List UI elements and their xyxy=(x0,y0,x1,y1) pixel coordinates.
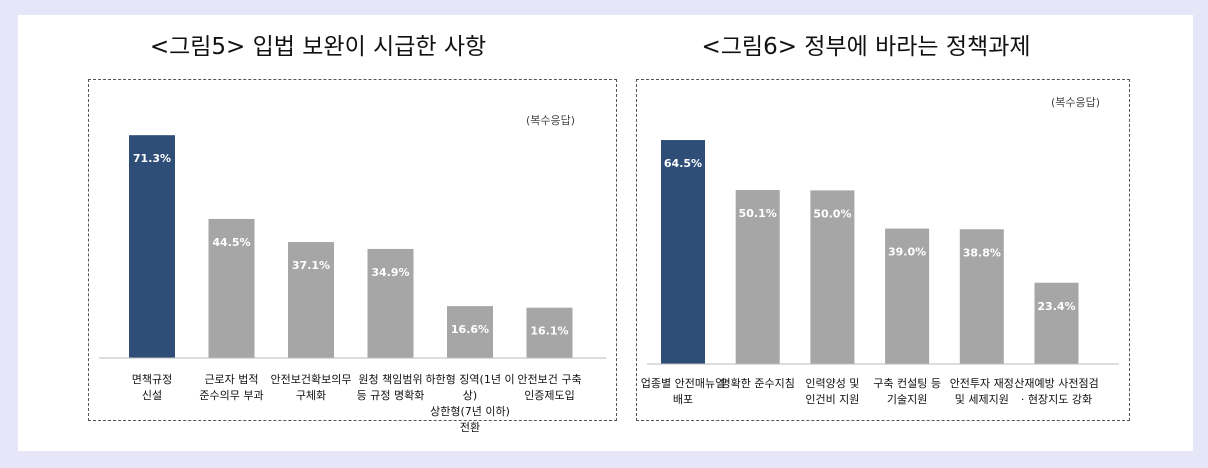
bar-value-label: 71.3% xyxy=(133,152,171,165)
chart-box-1: (복수응답) 71.3% 44.5% 37.1% 34.9% 16.6% 16.1% 면책… xyxy=(88,79,617,434)
bar-value-label: 50.0% xyxy=(813,207,851,220)
category-label: 인력양성 및 인건비 지원 xyxy=(805,377,860,406)
category-label: 안전보건 구축 인증제도입 xyxy=(517,373,582,402)
bar-value-label: 64.5% xyxy=(664,157,702,170)
bar-value-label: 44.5% xyxy=(212,236,250,249)
category-label: 근로자 법적 준수의무 부과 xyxy=(199,373,264,402)
bar-chart-2: 64.5% 50.1% 50.0% 39.0% 38.8% 23.4% xyxy=(647,140,1119,365)
bar-5 xyxy=(959,229,1004,364)
category-label: 구축 컨설팅 등 기술지원 xyxy=(873,377,941,406)
bar-2 xyxy=(208,218,255,358)
category-label: 업종별 안전매뉴얼 배포 xyxy=(640,377,726,406)
bar-5 xyxy=(447,306,493,358)
bar-6 xyxy=(1034,282,1079,364)
bar-2 xyxy=(735,190,780,364)
chart-box-2: (복수응답) 64.5% 50.1% 50.0% 39.0% 38.8% 23.4% 업종… xyxy=(636,79,1130,421)
category-label: 안전투자 재정 및 세제지원 xyxy=(949,377,1014,406)
bar-1 xyxy=(129,135,175,358)
bar-value-label: 34.9% xyxy=(371,266,409,279)
bar-3 xyxy=(810,190,855,364)
category-label: 하한형 징역(1년 이상) 상한형(7년 이하) 전환 xyxy=(425,373,515,434)
multi-response-note-2: (복수응답) xyxy=(1051,96,1101,109)
category-label: 안전보건확보의무 구체화 xyxy=(270,373,352,402)
bar-value-label: 50.1% xyxy=(739,207,777,220)
multi-response-note-1: (복수응답) xyxy=(526,114,576,127)
category-label: 원청 책임범위 등 규정 명확화 xyxy=(356,373,425,402)
chart-title-1: <그림5> 입법 보완이 시급한 사항 xyxy=(149,34,487,60)
bar-value-label: 38.8% xyxy=(963,246,1001,259)
category-label: 명확한 준수지침 xyxy=(720,377,795,390)
bar-value-label: 16.1% xyxy=(530,325,568,338)
bar-3 xyxy=(288,242,334,358)
bar-value-label: 37.1% xyxy=(292,259,330,272)
chart-title-2: <그림6> 정부에 바라는 정책과제 xyxy=(701,34,1031,60)
category-label: 면책규정 신설 xyxy=(131,373,173,402)
bar-value-label: 23.4% xyxy=(1037,300,1075,313)
bar-value-label: 16.6% xyxy=(451,323,489,336)
bar-4 xyxy=(885,228,930,364)
bar-value-label: 39.0% xyxy=(888,246,926,259)
bar-chart-1: 71.3% 44.5% 37.1% 34.9% 16.6% 16.1% xyxy=(99,135,606,359)
bar-4 xyxy=(367,248,414,358)
category-label: 산재예방 사전점검 · 현장지도 강화 xyxy=(1014,377,1099,406)
bar-6 xyxy=(526,307,573,358)
bar-1 xyxy=(661,140,705,364)
